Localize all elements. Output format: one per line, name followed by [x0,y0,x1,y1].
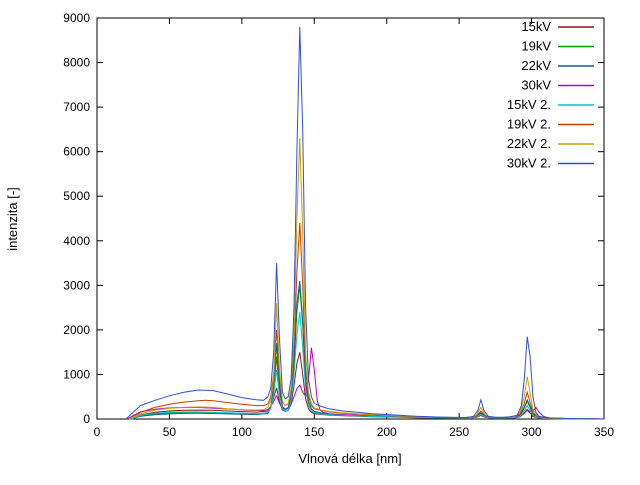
series-line-19kv-2- [128,222,605,420]
y-tick-label: 5000 [63,189,90,203]
y-tick-label: 3000 [63,278,90,292]
series-line-22kv [130,280,605,420]
y-axis-label: intenzita [-] [5,187,20,251]
x-tick-label: 350 [594,425,614,439]
series-line-22kv-2- [128,138,605,420]
legend-label-22kv: 22kV [521,58,551,73]
x-tick-label: 150 [304,425,324,439]
y-tick-label: 6000 [63,145,90,159]
x-tick-label: 250 [449,425,469,439]
plot-area: 0 50 100 150 200 250 300 350 0 1000 2000 3000 4000 50… [63,11,614,439]
y-tick-label: 4000 [63,234,90,248]
y-tick-label: 8000 [63,56,90,70]
y-tick-label: 2000 [63,323,90,337]
legend-label-15kv-2-: 15kV 2. [507,97,551,112]
legend-label-19kv: 19kV [521,39,551,54]
legend-label-22kv-2-: 22kV 2. [507,136,551,151]
x-tick-label: 300 [522,425,542,439]
x-axis-label: Vlnová délka [nm] [298,451,401,466]
legend-label-30kv: 30kV [521,78,551,93]
legend-label-15kv: 15kV [521,19,551,34]
y-tick-label: 1000 [63,367,90,381]
x-tick-label: 50 [163,425,177,439]
series-line-15kv-2- [131,312,605,420]
plot-border [96,17,605,420]
y-tick-label: 7000 [63,100,90,114]
legend-label-19kv-2-: 19kV 2. [507,117,551,132]
x-tick-label: 0 [94,425,101,439]
x-tick-label: 200 [377,425,397,439]
x-tick-label: 100 [232,425,252,439]
series-line-30kv-2- [125,26,605,420]
y-tick-label: 9000 [63,11,90,25]
y-tick-label: 0 [83,412,90,426]
legend-label-30kv-2-: 30kV 2. [507,156,551,171]
